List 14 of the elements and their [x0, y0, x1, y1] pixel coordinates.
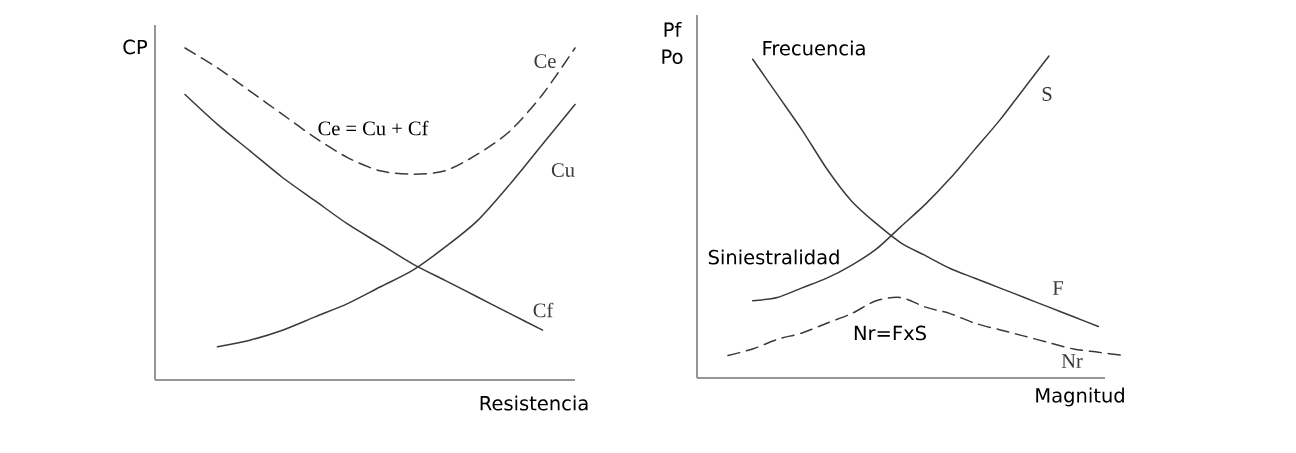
series-label: Cf — [533, 302, 554, 318]
annotation: Nr=FxS — [854, 325, 926, 341]
y-axis-title: Pf Po — [662, 21, 683, 65]
x-axis-title: Resistencia — [480, 395, 588, 411]
series-label: Ce — [534, 54, 556, 68]
series-label: Nr — [1061, 354, 1083, 368]
series-label: F — [1052, 281, 1063, 295]
y-axis-title: CP — [123, 39, 148, 55]
annotation: Siniestralidad — [708, 249, 839, 265]
series-label: Cu — [551, 163, 575, 177]
annotation: Ce = Cu + Cf — [318, 120, 429, 136]
text: Frecuencia — [763, 40, 865, 56]
x-axis-title: Magnitud — [1036, 387, 1124, 407]
series-label: S — [1042, 87, 1052, 101]
